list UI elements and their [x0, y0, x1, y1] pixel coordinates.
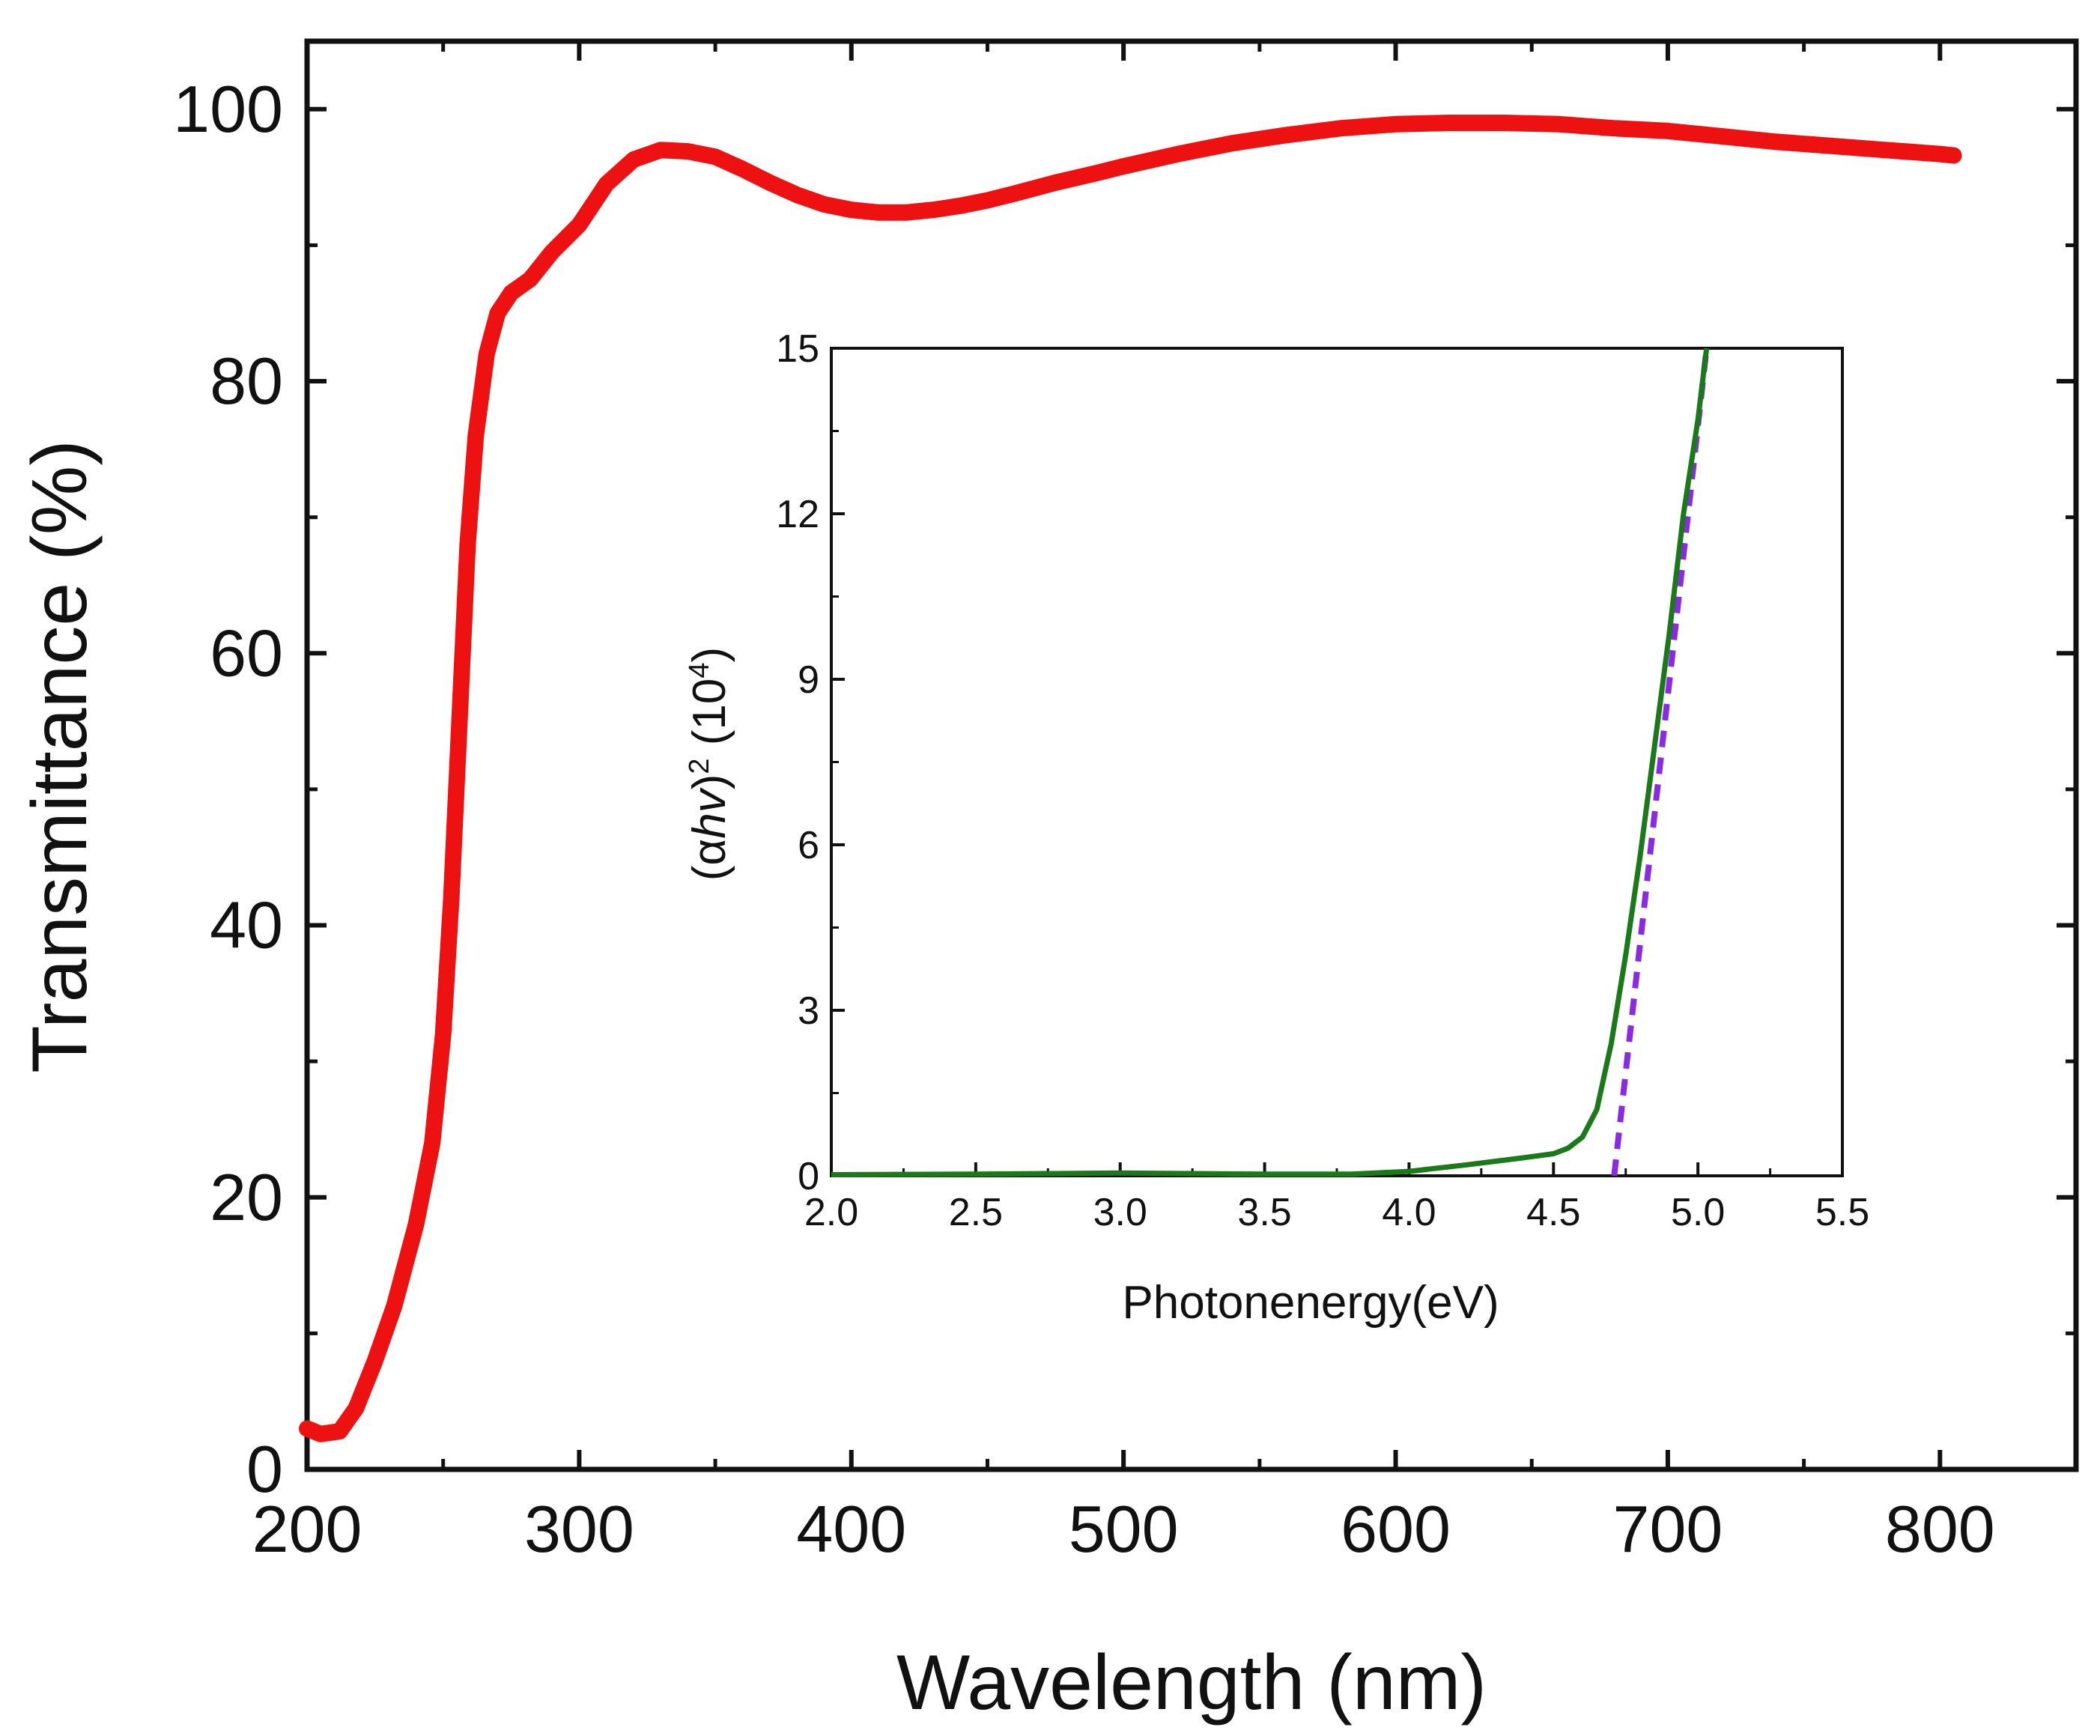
main-x-tick-label: 700 [1613, 1492, 1723, 1566]
inset-x-tick-label: 2.0 [804, 1191, 858, 1234]
main-ticks [305, 41, 2076, 1472]
inset-y-label-close: ) [684, 774, 735, 790]
main-x-tick-label: 300 [524, 1492, 634, 1566]
main-y-tick-label: 0 [246, 1432, 283, 1506]
inset-series-line [831, 347, 1710, 1177]
main-y-tick-label: 100 [173, 72, 283, 146]
inset-y-tick-label: 9 [798, 658, 819, 702]
inset-y-tick-label: 0 [798, 1155, 819, 1198]
inset-y-tick-label: 3 [798, 989, 819, 1033]
inset-x-tick-label: 2.5 [949, 1191, 1003, 1234]
inset-y-label-mid: (10 [684, 679, 735, 759]
inset-y-tick-label: 6 [798, 824, 819, 867]
inset-y-label-italic: hv [684, 787, 735, 838]
main-x-tick-label: 200 [252, 1492, 362, 1566]
inset-x-tick-label: 4.0 [1382, 1191, 1436, 1234]
main-y-tick-label: 40 [210, 888, 283, 962]
inset-fit-line [1611, 347, 1710, 1177]
main-y-axis-label: Transmittance (%) [16, 440, 103, 1073]
inset-tick-labels: 2.0 2.5 3.0 3.5 4.0 4.5 5.0 5.5 0 3 6 9 12 15 [776, 327, 1869, 1234]
main-series-line [299, 115, 1962, 1442]
main-x-tick-label: 400 [796, 1492, 906, 1566]
inset-x-axis-label: Photonenergy(eV) [1122, 1277, 1499, 1329]
inset-x-tick-label: 5.0 [1671, 1191, 1725, 1234]
inset-y-tick-label: 12 [776, 493, 819, 536]
main-y-tick-label: 80 [210, 344, 283, 418]
inset-y-label-end: ) [684, 647, 735, 663]
inset-x-tick-label: 4.5 [1526, 1191, 1580, 1234]
main-x-axis-label: Wavelength (nm) [896, 1639, 1487, 1726]
inset-y-label-prefix: (α [684, 839, 735, 881]
inset-y-axis-label: (αhv)2 (104) [684, 647, 735, 881]
main-y-tick-label: 20 [210, 1160, 283, 1234]
inset-x-tick-label: 3.0 [1093, 1191, 1147, 1234]
main-x-tick-label: 600 [1341, 1492, 1451, 1566]
main-x-tick-label: 500 [1069, 1492, 1179, 1566]
main-y-tick-label: 60 [210, 616, 283, 690]
inset-y-label-sup1: 2 [684, 758, 715, 774]
inset-y-label-sup2: 4 [684, 662, 715, 678]
main-plot-frame [304, 38, 2079, 1472]
main-x-tick-label: 800 [1885, 1492, 1995, 1566]
inset-x-tick-label: 5.5 [1815, 1191, 1869, 1234]
inset-x-tick-label: 3.5 [1237, 1191, 1291, 1234]
inset-y-tick-label: 15 [776, 327, 819, 371]
